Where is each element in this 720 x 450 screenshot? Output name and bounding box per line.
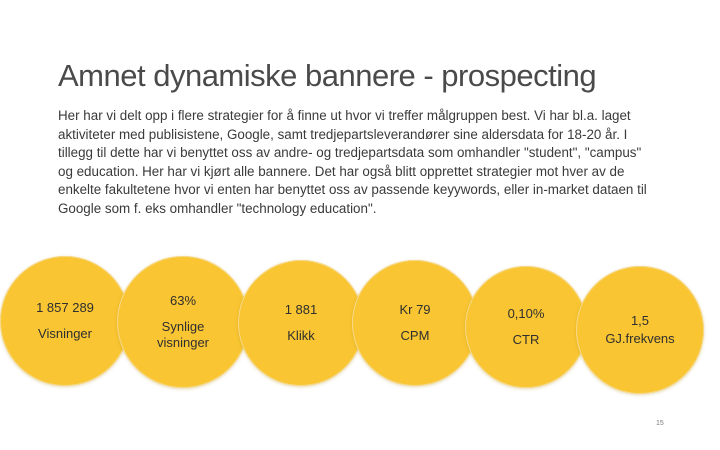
metric-label: CTR — [512, 332, 540, 347]
metric-label: Klikk — [287, 328, 315, 343]
metric-circle-synlige-visninger: 63% Synlige visninger — [117, 256, 249, 388]
metric-value: 63% — [169, 293, 197, 308]
metric-label: Visninger — [38, 326, 92, 341]
metric-circle-cpm: Kr 79 CPM — [352, 260, 478, 386]
page-number: 15 — [656, 420, 664, 427]
metric-circle-ctr: 0,10% CTR — [465, 266, 587, 388]
metric-circle-klikk: 1 881 Klikk — [238, 260, 364, 386]
metric-circle-visninger: 1 857 289 Visninger — [0, 256, 130, 386]
metric-label: GJ.frekvens — [605, 331, 675, 346]
metric-label: CPM — [400, 328, 430, 343]
metric-value: 0,10% — [507, 306, 545, 321]
metric-value: 1 881 — [284, 302, 318, 317]
metric-value: 1,5 — [630, 313, 650, 328]
metric-label: Synlige visninger — [156, 319, 210, 350]
slide-title: Amnet dynamiske bannere - prospecting — [58, 58, 597, 93]
metric-circle-gj-frekvens: 1,5 GJ.frekvens — [576, 266, 704, 394]
slide-body-text: Her har vi delt opp i flere strategier f… — [58, 108, 647, 216]
metric-value: Kr 79 — [399, 302, 431, 317]
metric-value: 1 857 289 — [36, 300, 94, 315]
